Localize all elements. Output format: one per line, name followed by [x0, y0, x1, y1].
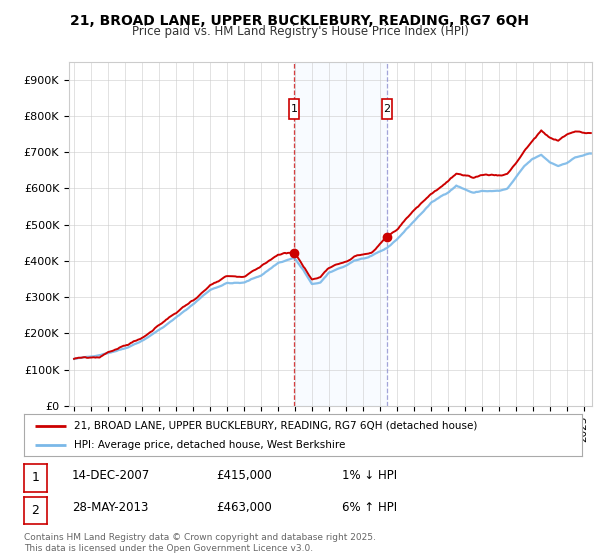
Text: 21, BROAD LANE, UPPER BUCKLEBURY, READING, RG7 6QH: 21, BROAD LANE, UPPER BUCKLEBURY, READIN…: [71, 14, 530, 28]
Text: 28-MAY-2013: 28-MAY-2013: [72, 501, 148, 515]
Text: 6% ↑ HPI: 6% ↑ HPI: [342, 501, 397, 515]
Text: £415,000: £415,000: [216, 469, 272, 482]
Bar: [294, 62, 387, 406]
Text: 1% ↓ HPI: 1% ↓ HPI: [342, 469, 397, 482]
Text: £463,000: £463,000: [216, 501, 272, 515]
FancyBboxPatch shape: [289, 99, 299, 119]
Text: 2: 2: [383, 104, 391, 114]
Text: Price paid vs. HM Land Registry's House Price Index (HPI): Price paid vs. HM Land Registry's House …: [131, 25, 469, 38]
Text: Contains HM Land Registry data © Crown copyright and database right 2025.
This d: Contains HM Land Registry data © Crown c…: [24, 533, 376, 553]
Text: 2: 2: [31, 504, 40, 517]
Text: 14-DEC-2007: 14-DEC-2007: [72, 469, 150, 482]
Text: HPI: Average price, detached house, West Berkshire: HPI: Average price, detached house, West…: [74, 440, 346, 450]
Text: 1: 1: [31, 472, 40, 484]
Text: 1: 1: [290, 104, 298, 114]
FancyBboxPatch shape: [382, 99, 392, 119]
Text: 21, BROAD LANE, UPPER BUCKLEBURY, READING, RG7 6QH (detached house): 21, BROAD LANE, UPPER BUCKLEBURY, READIN…: [74, 421, 478, 431]
